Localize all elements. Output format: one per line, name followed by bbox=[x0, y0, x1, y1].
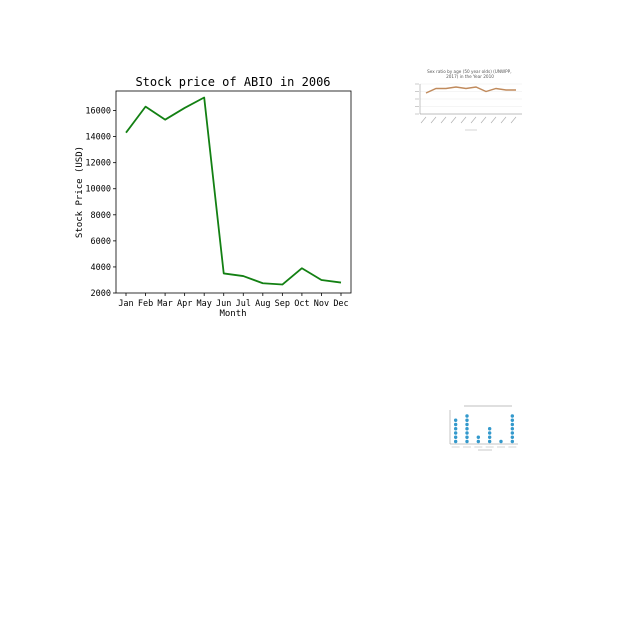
y-tick-label: 10000 bbox=[85, 185, 111, 195]
thumb-x-tick-mark bbox=[420, 116, 427, 124]
x-tick-label: May bbox=[197, 299, 212, 309]
x-tick-label: Jul bbox=[236, 299, 251, 309]
stock-price-line bbox=[125, 96, 342, 286]
thumb-dot bbox=[453, 422, 458, 427]
chart-title: Stock price of ABIO in 2006 bbox=[135, 75, 330, 89]
thumb-dot bbox=[487, 439, 492, 444]
x-tick-label: Apr bbox=[177, 299, 192, 309]
y-axis-label: Stock Price (USD) bbox=[75, 146, 85, 238]
y-axis: 2000 4000 6000 8000 10000 12000 14000 16000 bbox=[85, 107, 116, 299]
thumb-x-tick-mark bbox=[430, 116, 437, 124]
x-tick-label: Sep bbox=[275, 299, 290, 309]
thumb-dot bbox=[476, 435, 481, 439]
thumb-x-tick-mark bbox=[500, 116, 507, 124]
thumb-line-title-part-2: 2017) in the Year 2010 bbox=[446, 74, 494, 79]
y-tick-label: 14000 bbox=[85, 133, 111, 143]
x-tick-label: Nov bbox=[314, 299, 329, 309]
thumb-dot bbox=[487, 427, 492, 431]
thumb-dot bbox=[465, 414, 469, 418]
thumb-dot bbox=[453, 435, 458, 439]
y-tick-label: 6000 bbox=[91, 237, 111, 247]
thumb-dot bbox=[476, 439, 481, 444]
thumb-dot bbox=[465, 418, 469, 422]
x-tick-label: Jun bbox=[216, 299, 231, 309]
thumb-dot bbox=[510, 414, 515, 418]
main-line-chart: Stock price of ABIO in 2006 2000 4000 6000… bbox=[75, 75, 352, 319]
thumb-line-title-part-1: Sex ratio by age (50 year olds) (UNWPP, bbox=[427, 69, 511, 74]
thumb-line-series bbox=[425, 86, 516, 94]
x-tick-label: Dec bbox=[333, 299, 348, 309]
plot-frame bbox=[115, 90, 352, 294]
x-tick-label: Aug bbox=[255, 299, 270, 309]
y-tick-label: 2000 bbox=[91, 289, 111, 299]
thumb-dot bbox=[465, 422, 469, 427]
thumb-dot bbox=[465, 427, 469, 431]
thumbnail-dot-chart bbox=[449, 405, 518, 451]
y-tick-label: 8000 bbox=[91, 211, 111, 221]
thumb-x-tick-mark bbox=[460, 116, 467, 124]
thumb-dot bbox=[510, 422, 515, 427]
thumb-dot bbox=[510, 418, 515, 422]
x-tick-label: Feb bbox=[138, 299, 153, 309]
thumb-dot bbox=[465, 431, 469, 435]
thumb-dot bbox=[499, 439, 503, 444]
thumb-dots-marks bbox=[451, 414, 517, 448]
thumb-dot bbox=[453, 427, 458, 431]
thumb-dot bbox=[510, 439, 515, 444]
x-tick-label: Jan bbox=[118, 299, 133, 309]
thumb-dot bbox=[510, 431, 515, 435]
y-tick-label: 12000 bbox=[85, 159, 111, 169]
y-tick-label: 4000 bbox=[91, 263, 111, 273]
thumb-dot bbox=[487, 435, 492, 439]
thumb-dot bbox=[453, 431, 458, 435]
thumb-x-tick-mark bbox=[470, 116, 477, 124]
thumb-x-tick-mark bbox=[480, 116, 487, 124]
x-tick-label: Mar bbox=[157, 299, 172, 309]
thumb-dot bbox=[465, 439, 469, 444]
x-axis-label: Month bbox=[219, 309, 246, 319]
x-tick-label: Oct bbox=[294, 299, 309, 309]
thumb-dot bbox=[510, 427, 515, 431]
x-axis: Jan Feb Mar Apr May Jun Jul Aug Sep Oct Nov Dec bbox=[118, 293, 349, 309]
thumb-x-tick-mark bbox=[490, 116, 497, 124]
thumb-dot bbox=[487, 431, 492, 435]
thumb-line-ticks bbox=[420, 116, 517, 131]
thumb-line-title: Sex ratio by age (50 year olds) (UNWPP, … bbox=[427, 69, 513, 79]
thumbnail-line-chart: Sex ratio by age (50 year olds) (UNWPP, … bbox=[415, 69, 522, 131]
thumb-x-tick-mark bbox=[450, 116, 457, 124]
y-tick-label: 16000 bbox=[85, 107, 111, 117]
thumb-dot bbox=[453, 418, 458, 422]
thumb-dot bbox=[510, 435, 515, 439]
thumb-x-tick-mark bbox=[440, 116, 447, 124]
thumb-dot bbox=[465, 435, 469, 439]
thumb-x-tick-mark bbox=[510, 116, 517, 124]
thumb-dot bbox=[453, 439, 458, 444]
